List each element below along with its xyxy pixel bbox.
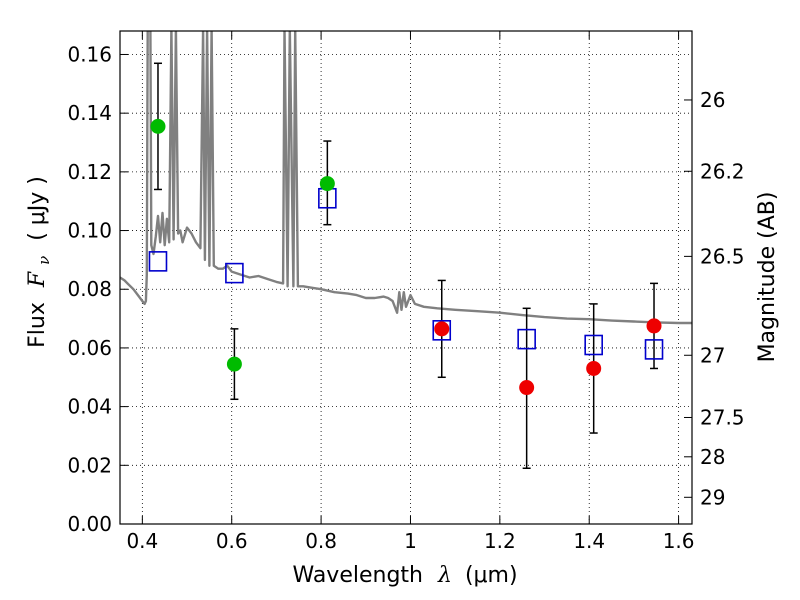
x-tick-label: 1.4 <box>573 529 605 553</box>
observed-flux-point <box>226 356 242 372</box>
x-axis-title-text: Wavelength <box>292 563 423 588</box>
y-axis-title-symbol: F <box>25 271 50 288</box>
y2-tick-label: 26.2 <box>700 159 745 183</box>
x-tick-label: 0.6 <box>216 529 248 553</box>
x-tick-label: 1 <box>404 529 417 553</box>
x-tick-label: 1.6 <box>663 529 695 553</box>
plot-area <box>120 31 692 469</box>
y-axis-title: Flux F ν ( μJy ) <box>25 176 55 348</box>
observed-flux-point <box>319 176 335 192</box>
observed-flux-point <box>519 380 535 396</box>
x-tick-label: 0.8 <box>305 529 337 553</box>
x-tick-label: 0.4 <box>126 529 158 553</box>
y2-tick-label: 27.5 <box>700 405 745 429</box>
observed-flux-point <box>586 360 602 376</box>
y2-tick-label: 28 <box>700 445 725 469</box>
y-tick-label: 0.10 <box>67 219 112 243</box>
y2-tick-label: 29 <box>700 485 725 509</box>
y-tick-label: 0.04 <box>67 395 112 419</box>
model-square-point <box>584 334 603 356</box>
plot-frame <box>119 30 693 525</box>
model-square-point <box>517 328 536 350</box>
observed-flux-point <box>434 321 450 337</box>
model-square-point <box>432 320 452 341</box>
observed-flux-point <box>646 318 662 334</box>
x-axis-title-unit: (μm) <box>465 563 518 588</box>
y-tick-label: 0.00 <box>67 512 112 536</box>
model-square-point <box>225 262 244 284</box>
observed-flux-point <box>150 118 166 134</box>
y-axis-title-text: Flux <box>25 302 50 348</box>
y-tick-label: 0.14 <box>67 101 112 125</box>
y-axis-title-unit: ( μJy ) <box>25 176 50 241</box>
spectrum-line <box>120 31 692 325</box>
y-tick-label: 0.02 <box>67 453 112 477</box>
y-tick-label: 0.06 <box>67 336 112 360</box>
model-square-point <box>148 251 168 272</box>
y-axis-title-subscript: ν <box>35 256 53 265</box>
y2-tick-label: 26 <box>700 88 725 112</box>
y-tick-label: 0.08 <box>67 277 112 301</box>
x-axis-title: Wavelength λ (μm) <box>292 563 517 588</box>
y-tick-label: 0.12 <box>67 160 112 184</box>
x-axis-title-symbol: λ <box>437 563 452 588</box>
ticks: 0.4 0.6 0.8 1 1.2 1.4 1.6 0.00 0.02 0.04 0.06 0.08 0… <box>67 31 745 553</box>
model-square-point <box>644 339 664 360</box>
y2-axis-title: Magnitude (AB) <box>755 192 780 363</box>
x-tick-label: 1.2 <box>484 529 516 553</box>
y2-tick-label: 26.5 <box>700 244 745 268</box>
y-tick-label: 0.16 <box>67 42 112 66</box>
y2-tick-label: 27 <box>700 343 725 367</box>
